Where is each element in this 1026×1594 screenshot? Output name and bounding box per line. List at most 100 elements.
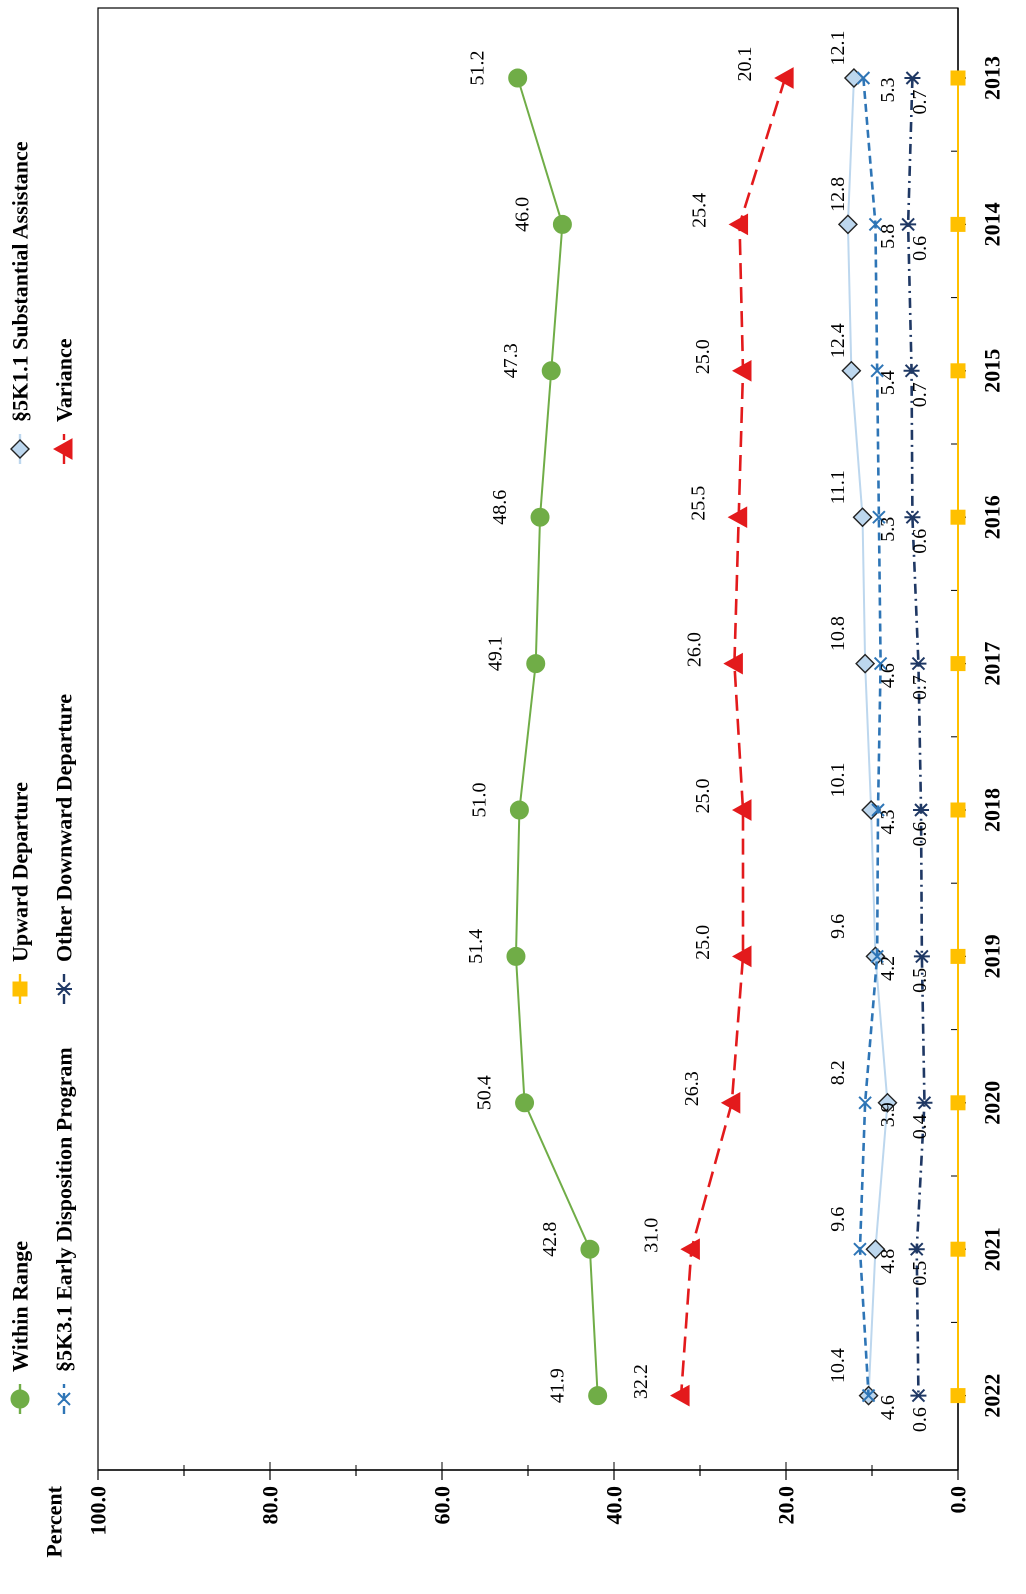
series--5k3-1-early-disposition-program [853,71,888,1403]
data-label: 12.8 [827,177,849,212]
value-tick-label: 0.0 [946,1486,971,1514]
data-point [950,363,966,379]
series-line [858,77,882,1396]
legend-label: Variance [52,338,77,422]
data-point [843,68,864,88]
data-point [728,213,749,236]
data-label: 0.7 [909,675,931,700]
data-label: 8.2 [827,1060,849,1085]
category-tick-label: 2021 [980,1227,1005,1271]
data-point [904,71,921,85]
data-point [506,946,526,966]
data-label: 0.6 [909,1407,931,1432]
data-point [10,1389,30,1409]
data-point [727,506,748,529]
data-label: 4.6 [877,663,899,688]
data-point [858,1096,872,1110]
data-label: 41.9 [547,1368,569,1403]
data-label: 20.1 [734,47,756,82]
data-point [552,214,572,234]
data-label: 0.6 [909,529,931,554]
data-point [515,1093,535,1113]
series--5k1-1-substantial-assistance [837,68,898,1406]
category-tick-label: 2016 [980,495,1005,539]
data-point [508,68,528,88]
legend-label: §5K3.1 Early Disposition Program [52,1047,77,1372]
category-tick-label: 2017 [980,642,1005,686]
data-label: 0.7 [909,90,931,115]
data-point [541,361,561,381]
legend-item: §5K3.1 Early Disposition Program [52,1047,77,1414]
value-tick-label: 20.0 [774,1486,799,1525]
data-label: 0.4 [909,1114,931,1139]
data-label: 12.1 [827,31,849,66]
data-point [57,1392,71,1406]
data-label: 26.0 [683,632,705,667]
data-point [841,360,862,381]
data-point [950,1388,966,1404]
series-line [679,77,787,1396]
legend-label: §5K1.1 Substantial Assistance [8,141,33,422]
legend-label: Within Range [8,1241,33,1372]
data-point [950,216,966,232]
data-label: 9.6 [827,914,849,939]
value-tick-label: 100.0 [86,1486,111,1536]
legend-item: Other Downward Departure [52,694,77,1004]
data-point [950,1095,966,1111]
category-tick-label: 2018 [980,788,1005,832]
data-point [903,364,920,378]
data-point [774,67,794,89]
data-label: 11.1 [827,470,849,504]
series-within-range [506,68,608,1406]
data-point [908,1242,925,1256]
data-label: 51.4 [465,929,487,964]
data-point [950,70,966,86]
data-label: 25.0 [692,779,714,814]
data-point [731,945,752,968]
legend-label: Upward Departure [8,782,33,962]
data-point [913,949,930,964]
data-point [530,507,550,527]
data-label: 5.4 [877,370,899,395]
data-point [870,949,884,964]
data-point [56,982,72,996]
data-point [913,803,930,817]
data-point [950,948,966,964]
data-point [526,654,546,674]
series-variance [670,67,794,1407]
data-point [723,652,743,675]
data-label: 3.9 [877,1102,899,1127]
series-other-downward-departure [900,71,933,1403]
data-point [871,803,885,817]
data-label: 50.4 [474,1075,496,1110]
data-point [12,981,28,997]
legend-item: Upward Departure [8,782,33,1004]
data-label: 4.8 [877,1249,899,1274]
category-tick-label: 2022 [980,1374,1005,1418]
data-point [10,439,30,459]
data-label: 0.6 [909,236,931,261]
data-label: 51.0 [468,783,490,818]
data-label: 47.3 [500,343,522,378]
data-label: 0.7 [909,382,931,407]
data-label: 48.6 [489,490,511,525]
series-line [514,77,599,1396]
legend-label: Other Downward Departure [52,694,77,962]
data-point [509,800,529,820]
data-point [837,214,858,235]
data-point [900,217,917,232]
data-point [865,1239,886,1260]
data-point [856,71,871,85]
data-label: 4.2 [877,956,899,981]
value-tick-label: 40.0 [602,1486,627,1525]
y-axis-title: Percent [42,1485,67,1557]
data-point [950,509,966,525]
data-point [910,1388,927,1403]
data-label: 5.3 [877,517,899,542]
data-point [904,510,921,524]
data-label: 10.1 [827,763,849,798]
data-label: 0.5 [909,1261,931,1286]
data-point [861,1388,876,1403]
legend-item: §5K1.1 Substantial Assistance [8,141,33,464]
